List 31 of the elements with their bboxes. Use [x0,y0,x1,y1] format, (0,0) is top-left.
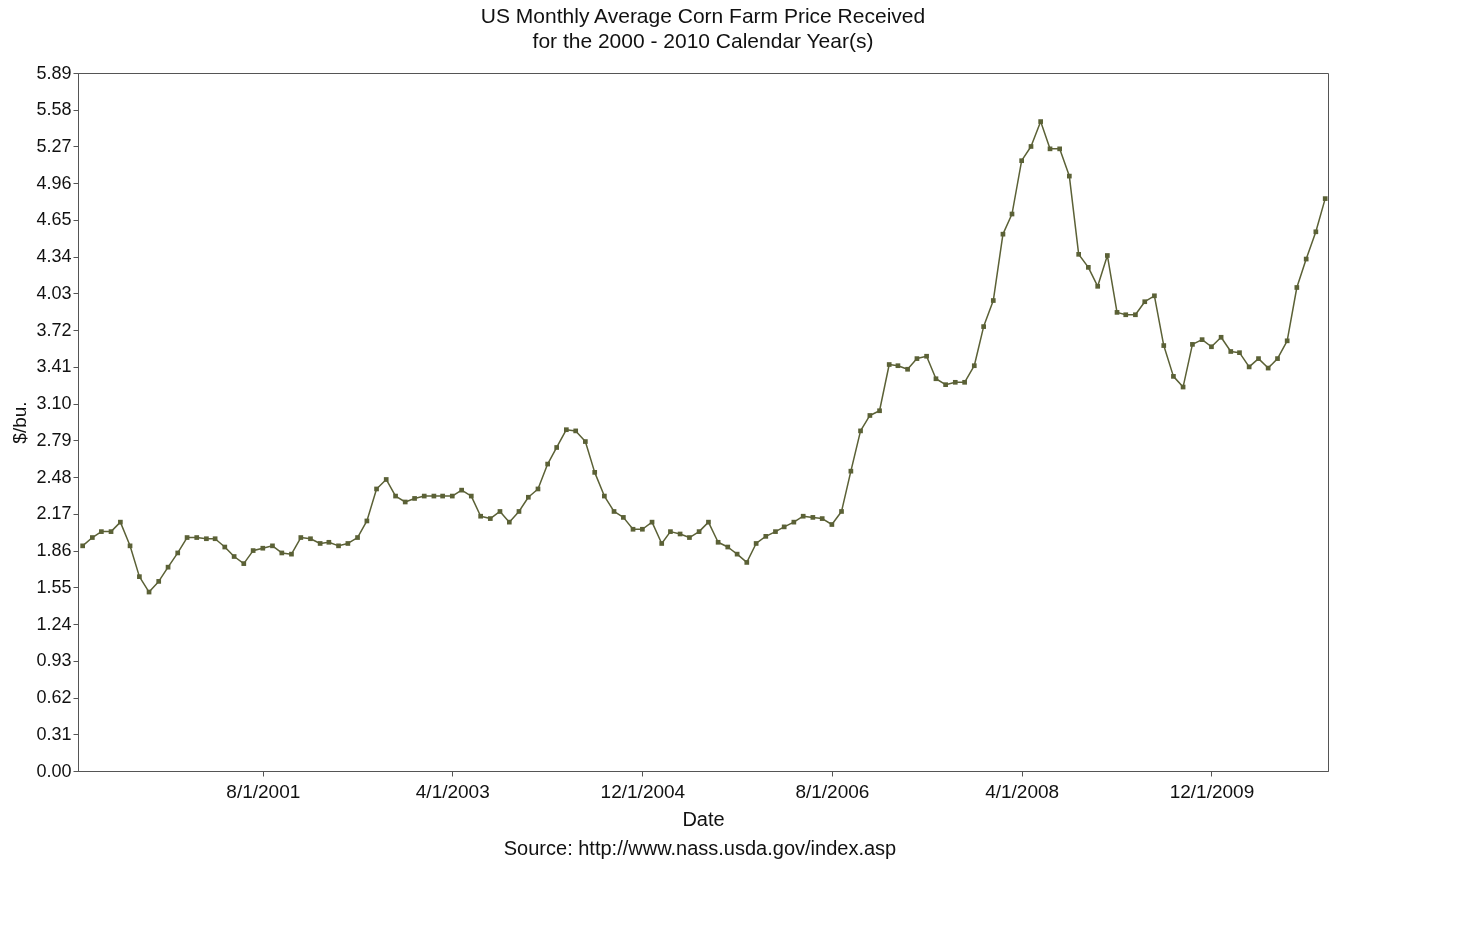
y-tick-label: 1.86 [36,540,72,561]
y-tick-label: 4.03 [36,282,72,303]
y-tick-label: 0.62 [36,687,72,708]
y-tick-label: 0.00 [36,760,72,781]
y-tick-label: 4.96 [36,172,72,193]
y-tick-label: 1.24 [36,613,72,634]
x-axis-title: Date [682,807,725,830]
x-tick-label: 8/1/2006 [795,780,870,802]
x-tick-label: 12/1/2004 [600,780,686,802]
y-tick-label: 5.58 [36,99,72,120]
x-tick-label: 8/1/2001 [226,780,301,802]
y-tick-label: 4.65 [36,209,72,230]
y-tick-label: 3.10 [36,393,72,414]
x-tick-label: 4/1/2008 [985,780,1060,802]
x-tick-label: 12/1/2009 [1169,780,1255,802]
x-tick-label: 4/1/2003 [415,780,490,802]
y-tick-label: 0.31 [36,723,72,744]
y-tick-label: 3.41 [36,356,72,377]
y-tick-label: 2.17 [36,503,72,524]
chart-subtitle: for the 2000 - 2010 Calendar Year(s) [532,29,874,52]
y-tick-label: 3.72 [36,319,72,340]
source-note: Source: http://www.nass.usda.gov/index.asp [502,837,898,860]
y-tick-label: 5.89 [36,62,72,83]
y-tick-label: 1.55 [36,576,72,597]
y-tick-label: 4.34 [36,246,72,267]
y-tick-label: 5.27 [36,135,72,156]
y-tick-label: 0.93 [36,650,72,671]
y-axis-title: $/bu. [9,401,31,444]
y-tick-label: 2.48 [36,466,72,487]
y-tick-label: 2.79 [36,429,72,450]
chart-title: US Monthly Average Corn Farm Price Received [480,4,926,27]
